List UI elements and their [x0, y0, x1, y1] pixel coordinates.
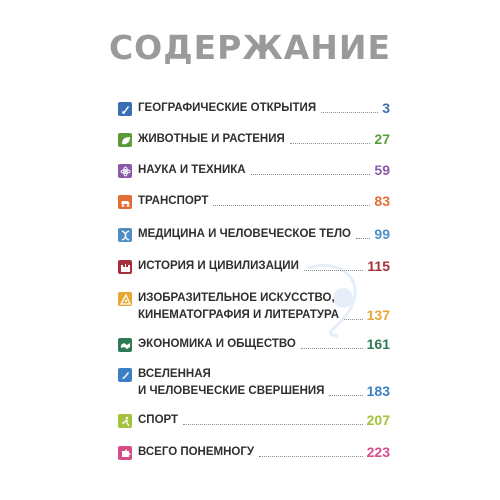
toc-entry[interactable]: ВСЕЛЕННАЯ И ЧЕЛОВЕЧЕСКИЕ СВЕРШЕНИЯ 183: [118, 366, 390, 400]
toc-entry-label: ТРАНСПОРТ: [138, 195, 209, 207]
toc-entry-text: ИСТОРИЯ И ЦИВИЛИЗАЦИИ 115: [138, 258, 390, 275]
toc-entry[interactable]: ВСЕГО ПОНЕМНОГУ 223: [118, 444, 390, 461]
page-number: 115: [367, 258, 390, 274]
toc-entry-label: НАУКА И ТЕХНИКА: [138, 164, 246, 176]
car-icon: [118, 195, 132, 209]
toc-entry-text: ИЗОБРАЗИТЕЛЬНОЕ ИСКУССТВО, КИНЕМАТОГРАФИЯ…: [138, 290, 390, 324]
atom-icon: [118, 164, 132, 178]
page-title: СОДЕРЖАНИЕ: [108, 28, 392, 67]
page-number: 27: [374, 131, 390, 147]
toc-entry[interactable]: НАУКА И ТЕХНИКА 59: [118, 162, 390, 179]
page-number: 3: [382, 100, 390, 116]
toc-entry-label: ВСЕЛЕННАЯ: [138, 368, 211, 380]
compass-icon: [118, 102, 132, 116]
leaf-icon: [118, 133, 132, 147]
dna-icon: [118, 228, 132, 242]
toc-entry[interactable]: ЖИВОТНЫЕ И РАСТЕНИЯ 27: [118, 131, 390, 148]
dotted-leader: [213, 204, 371, 206]
toc-entry-text: ТРАНСПОРТ 83: [138, 193, 390, 210]
toc-entry-text: ЭКОНОМИКА И ОБЩЕСТВО 161: [138, 336, 390, 353]
palette-icon: [118, 292, 132, 306]
toc-entry-label: ИЗОБРАЗИТЕЛЬНОЕ ИСКУССТВО,: [138, 292, 335, 304]
toc-entry[interactable]: ЭКОНОМИКА И ОБЩЕСТВО 161: [118, 336, 390, 353]
toc-entry-text: ВСЕЛЕННАЯ И ЧЕЛОВЕЧЕСКИЕ СВЕРШЕНИЯ 183: [138, 366, 390, 400]
toc-entry-label: И ЧЕЛОВЕЧЕСКИЕ СВЕРШЕНИЯ: [138, 385, 325, 397]
dotted-leader: [183, 423, 363, 425]
toc-entry-label: ВСЕГО ПОНЕМНОГУ: [138, 446, 255, 458]
toc-entry-label: ГЕОГРАФИЧЕСКИЕ ОТКРЫТИЯ: [138, 102, 317, 114]
toc-entry-label: ИСТОРИЯ И ЦИВИЛИЗАЦИИ: [138, 260, 299, 272]
toc-entry-text: МЕДИЦИНА И ЧЕЛОВЕЧЕСКОЕ ТЕЛО 99: [138, 226, 390, 243]
dotted-leader: [250, 173, 371, 175]
castle-icon: [118, 260, 132, 274]
dotted-leader: [344, 318, 363, 320]
toc-entry-label: КИНЕМАТОГРАФИЯ И ЛИТЕРАТУРА: [138, 309, 340, 321]
page-number: 161: [366, 336, 390, 352]
puzzle-icon: [118, 446, 132, 460]
dotted-leader: [321, 111, 379, 113]
dotted-leader: [289, 142, 371, 144]
toc-entry-label: ЖИВОТНЫЕ И РАСТЕНИЯ: [138, 133, 285, 145]
toc-entry-label: МЕДИЦИНА И ЧЕЛОВЕЧЕСКОЕ ТЕЛО: [138, 228, 351, 240]
toc-entry[interactable]: ГЕОГРАФИЧЕСКИЕ ОТКРЫТИЯ 3: [118, 100, 390, 117]
toc-entry-label: ЭКОНОМИКА И ОБЩЕСТВО: [138, 338, 296, 350]
decorative-swirl: [307, 263, 357, 338]
page-number: 59: [374, 162, 390, 178]
dotted-leader: [303, 269, 364, 271]
toc-entry-text: ЖИВОТНЫЕ И РАСТЕНИЯ 27: [138, 131, 390, 148]
toc-entry[interactable]: ИСТОРИЯ И ЦИВИЛИЗАЦИИ 115: [118, 258, 390, 275]
toc-entry-text: ВСЕГО ПОНЕМНОГУ 223: [138, 444, 390, 461]
page-number: 183: [366, 383, 390, 399]
page-number: 99: [374, 226, 390, 242]
toc-entry-text: СПОРТ 207: [138, 412, 390, 429]
toc-entry[interactable]: МЕДИЦИНА И ЧЕЛОВЕЧЕСКОЕ ТЕЛО 99: [118, 226, 390, 243]
page-number: 137: [366, 307, 390, 323]
page-number: 207: [366, 412, 390, 428]
page-number: 83: [374, 193, 390, 209]
toc-entry[interactable]: СПОРТ 207: [118, 412, 390, 429]
rocket-icon: [118, 368, 132, 382]
runner-icon: [118, 414, 132, 428]
page-number: 223: [366, 444, 390, 460]
toc-entry[interactable]: ИЗОБРАЗИТЕЛЬНОЕ ИСКУССТВО, КИНЕМАТОГРАФИЯ…: [118, 290, 390, 324]
toc-entry-label: СПОРТ: [138, 414, 179, 426]
dotted-leader: [355, 237, 371, 239]
toc-entry[interactable]: ТРАНСПОРТ 83: [118, 193, 390, 210]
handshake-icon: [118, 338, 132, 352]
dotted-leader: [329, 394, 363, 396]
toc-entry-text: ГЕОГРАФИЧЕСКИЕ ОТКРЫТИЯ 3: [138, 100, 390, 117]
dotted-leader: [300, 347, 363, 349]
dotted-leader: [259, 455, 363, 457]
toc-entry-text: НАУКА И ТЕХНИКА 59: [138, 162, 390, 179]
